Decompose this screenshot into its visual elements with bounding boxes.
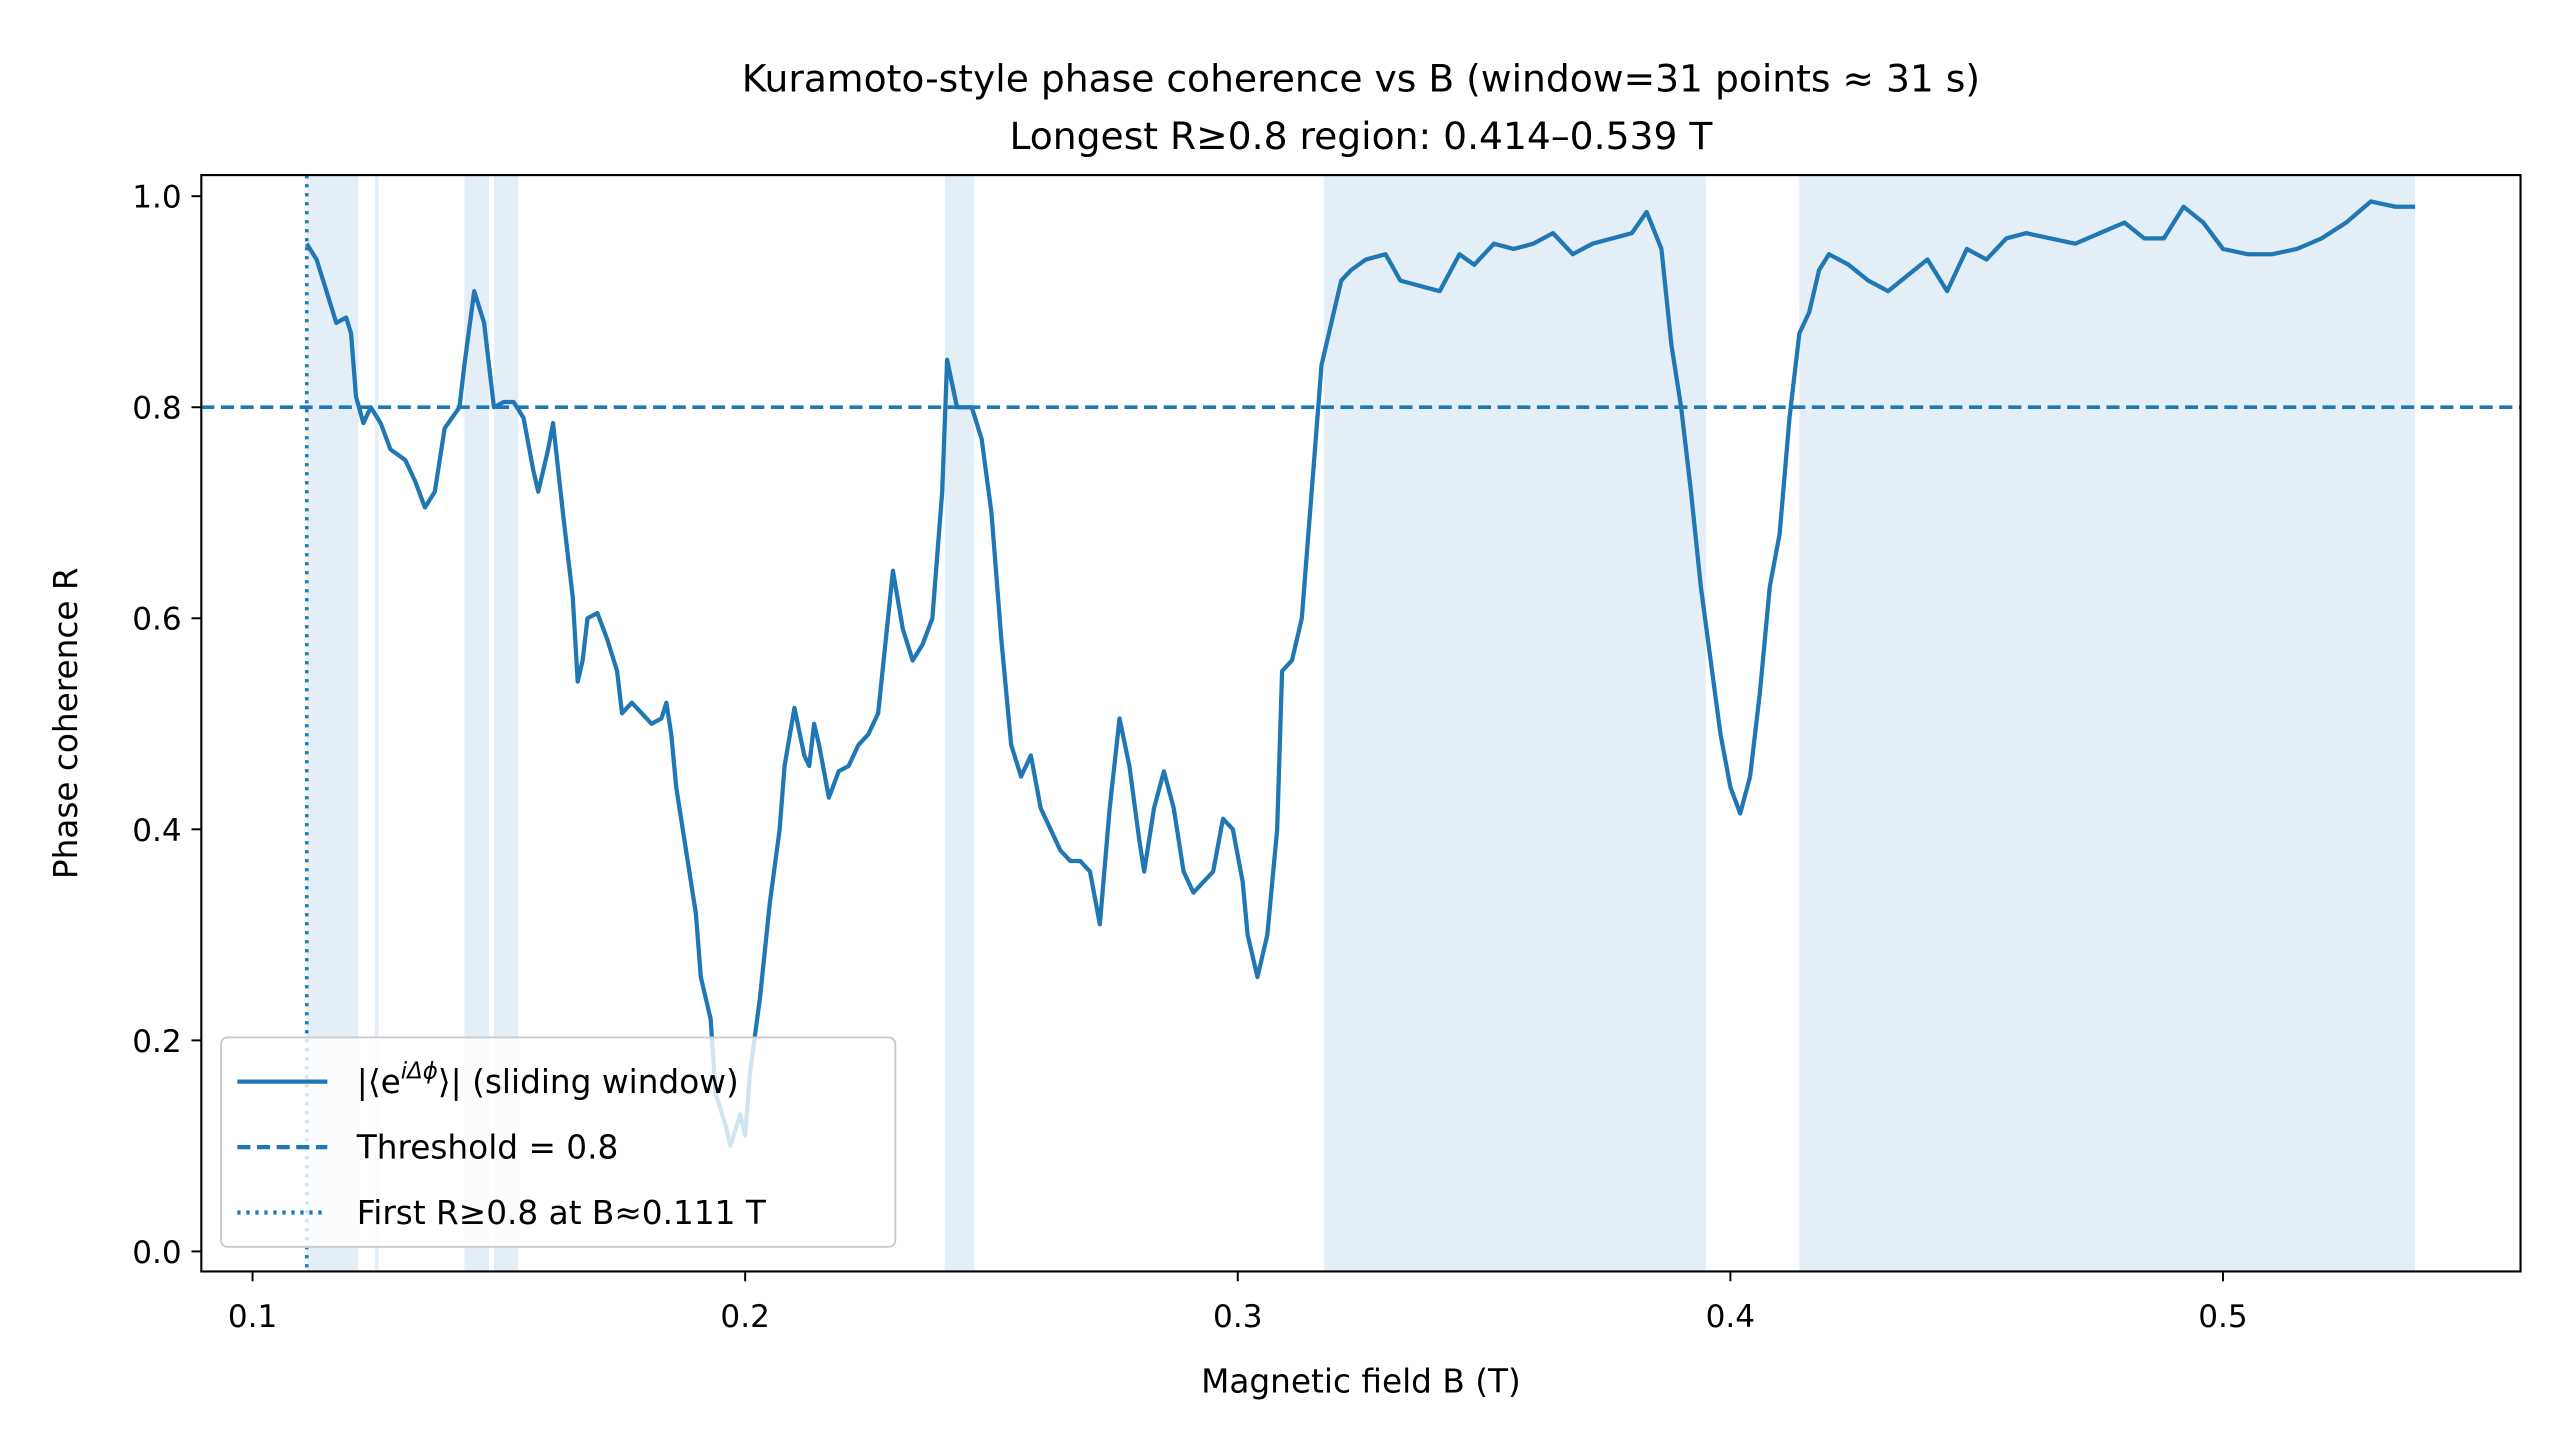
legend-text: First R≥0.8 at B≈0.111 T [357,1194,767,1232]
x-tick-label: 0.3 [1213,1299,1262,1335]
shaded-region [374,175,379,1272]
y-tick-label: 0.8 [132,391,181,427]
legend-text: |⟨e [357,1063,401,1101]
y-tick-label: 0.4 [132,813,181,849]
data-line [304,199,2416,1149]
y-tick-label: 0.2 [132,1024,181,1060]
plot-frame [200,174,2522,1273]
y-tick-label: 1.0 [132,180,181,216]
legend-label: |⟨eiΔϕ⟩| (sliding window) [357,1058,739,1101]
x-tick-label: 0.4 [1706,1299,1755,1335]
y-axis-label: Phase coherence R [47,567,85,879]
legend-text-tail: ⟩| (sliding window) [438,1063,739,1101]
shaded-region [1799,175,2416,1272]
shaded-region [944,175,975,1272]
x-tick-label: 0.2 [720,1299,769,1335]
legend-text: Threshold = 0.8 [356,1129,619,1167]
chart-title: Kuramoto-style phase coherence vs B (win… [742,57,1980,101]
x-axis-label: Magnetic field B (T) [1201,1363,1521,1401]
legend: |⟨eiΔϕ⟩| (sliding window) Threshold = 0.8… [219,1036,897,1248]
chart-subtitle: Longest R≥0.8 region: 0.414–0.539 T [1009,114,1713,158]
x-tick-label: 0.5 [2198,1299,2247,1335]
legend-label: First R≥0.8 at B≈0.111 T [357,1194,767,1232]
x-tick-label: 0.1 [228,1299,277,1335]
legend-label: Threshold = 0.8 [356,1129,619,1167]
y-tick-label: 0.6 [132,602,181,638]
legend-sup: iΔϕ [401,1058,438,1084]
shaded-region [1323,175,1706,1272]
y-tick-label: 0.0 [132,1235,181,1271]
legend-box [219,1036,897,1248]
